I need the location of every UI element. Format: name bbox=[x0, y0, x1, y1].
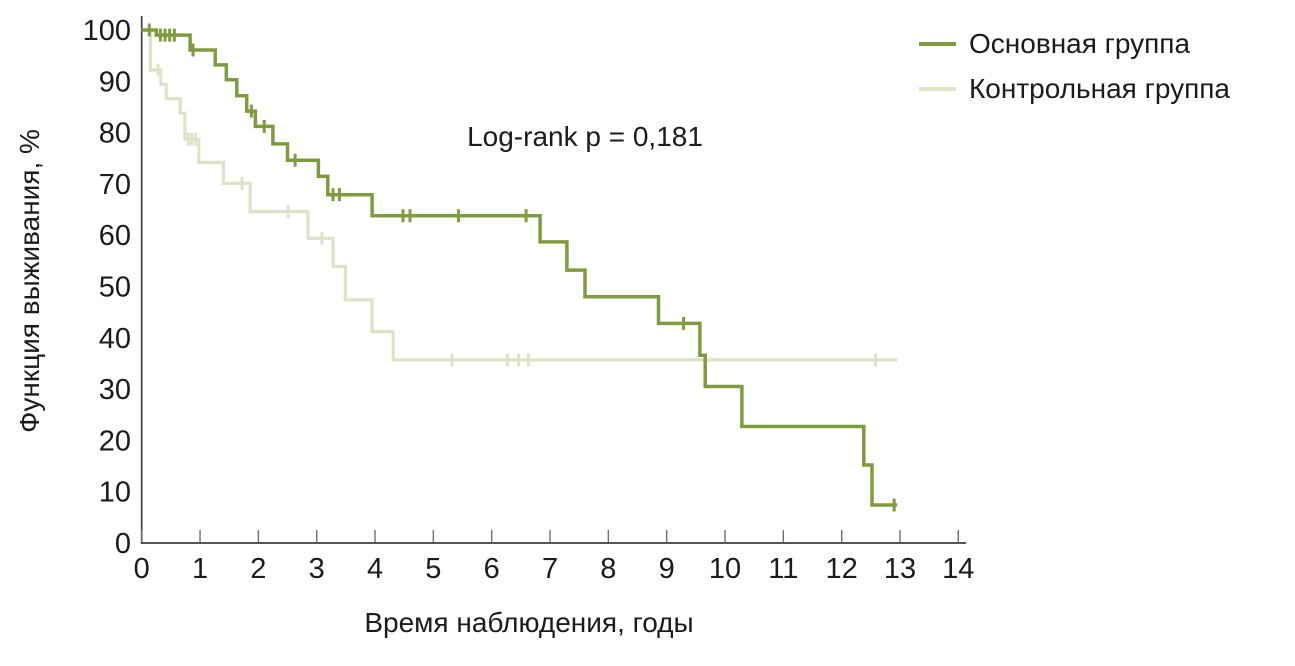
legend-label-main-group: Основная группа bbox=[969, 28, 1191, 59]
y-tick-label-60: 60 bbox=[99, 220, 131, 252]
y-tick-label-80: 80 bbox=[99, 118, 131, 150]
log-rank-annotation: Log-rank p = 0,181 bbox=[467, 121, 703, 152]
x-tick-label-14: 14 bbox=[942, 553, 974, 585]
x-tick-label-11: 11 bbox=[768, 553, 798, 585]
x-tick-label-13: 13 bbox=[884, 553, 916, 585]
x-tick-label-9: 9 bbox=[659, 553, 675, 585]
legend-line-control-group bbox=[919, 87, 956, 91]
x-tick-label-4: 4 bbox=[367, 553, 383, 585]
x-axis-title: Время наблюдения, годы bbox=[364, 607, 694, 638]
y-tick-label-40: 40 bbox=[99, 323, 131, 355]
y-axis-title: Функция выживания, % bbox=[14, 129, 45, 433]
y-tick-label-10: 10 bbox=[99, 477, 131, 509]
x-tick-label-5: 5 bbox=[425, 553, 441, 585]
x-tick-label-7: 7 bbox=[542, 553, 558, 585]
x-tick-label-3: 3 bbox=[309, 553, 325, 585]
legend-item-main-group: Основная группа bbox=[919, 28, 1230, 60]
y-tick-label-20: 20 bbox=[99, 425, 131, 457]
x-tick-label-0: 0 bbox=[134, 553, 150, 585]
x-tick-label-12: 12 bbox=[826, 553, 858, 585]
y-tick-label-90: 90 bbox=[99, 66, 131, 98]
y-tick-label-50: 50 bbox=[99, 272, 131, 304]
y-tick-label-0: 0 bbox=[115, 528, 131, 560]
y-tick-label-100: 100 bbox=[83, 15, 131, 47]
x-tick-label-6: 6 bbox=[484, 553, 500, 585]
x-tick-label-8: 8 bbox=[600, 553, 616, 585]
legend-label-control-group: Контрольная группа bbox=[969, 73, 1230, 104]
x-tick-label-1: 1 bbox=[192, 553, 208, 585]
y-tick-label-70: 70 bbox=[99, 169, 131, 201]
legend-line-main-group bbox=[919, 42, 956, 46]
survival-curve-control-group bbox=[141, 28, 898, 362]
x-tick-label-10: 10 bbox=[709, 553, 741, 585]
legend: Основная группа Контрольная группа bbox=[919, 28, 1230, 105]
y-tick-label-30: 30 bbox=[99, 374, 131, 406]
legend-item-control-group: Контрольная группа bbox=[919, 73, 1230, 105]
x-tick-label-2: 2 bbox=[250, 553, 266, 585]
survival-curve-main-group bbox=[141, 28, 898, 507]
